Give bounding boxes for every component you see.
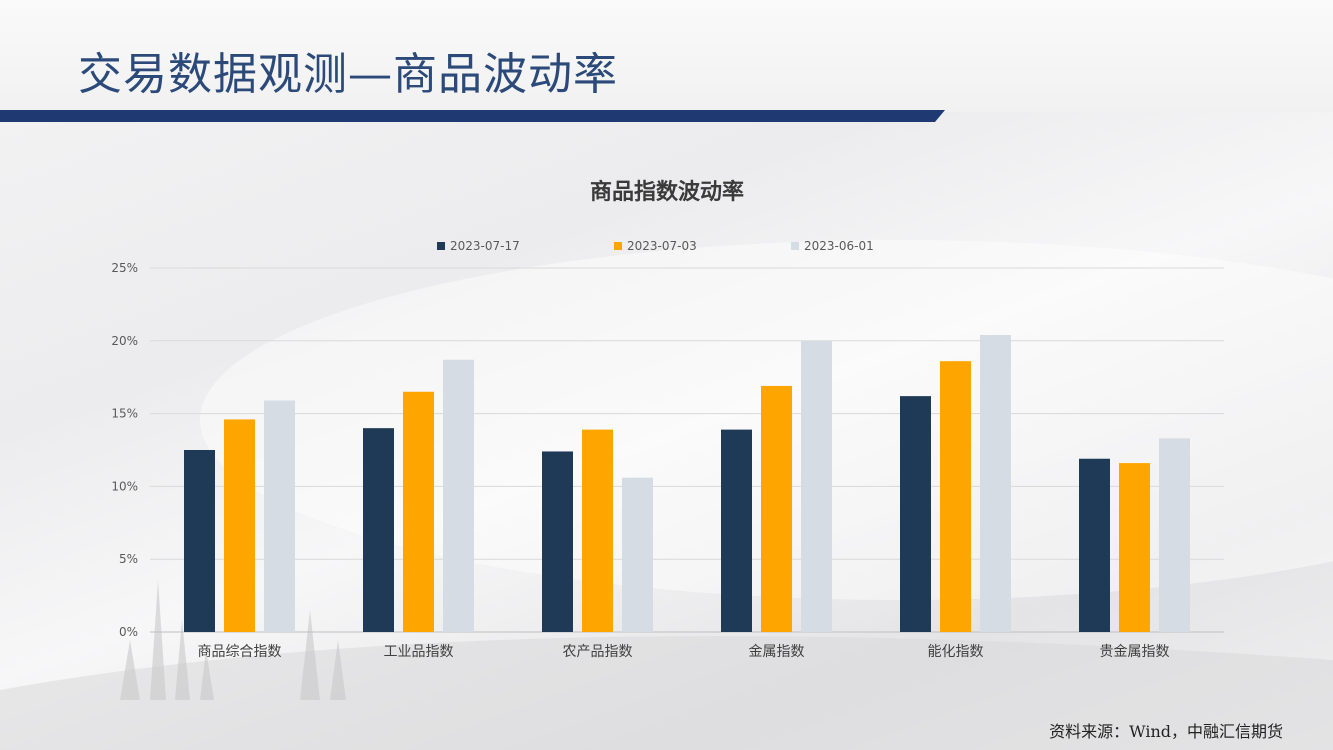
chart-title: 商品指数波动率 — [590, 179, 744, 205]
legend-label: 2023-06-01 — [804, 239, 874, 253]
bar — [1079, 458, 1110, 632]
bar — [940, 361, 971, 632]
bar — [801, 340, 832, 632]
legend: 2023-07-17 2023-07-03 2023-06-01 — [437, 239, 874, 253]
y-tick-label: 10% — [111, 479, 138, 493]
y-tick-label: 0% — [119, 625, 138, 639]
x-category-label: 贵金属指数 — [1100, 644, 1170, 660]
slide-title: 交易数据观测—商品波动率 — [78, 49, 618, 100]
y-tick-label: 20% — [111, 334, 138, 348]
bar — [721, 429, 752, 632]
source-note: 资料来源：Wind，中融汇信期货 — [1049, 722, 1283, 741]
legend-swatch — [437, 242, 445, 250]
x-category-label: 金属指数 — [749, 644, 805, 660]
gridlines — [150, 267, 1224, 633]
bar — [582, 429, 613, 632]
legend-label: 2023-07-17 — [450, 239, 520, 253]
legend-label: 2023-07-03 — [627, 239, 697, 253]
bar — [264, 400, 295, 632]
bars — [184, 334, 1190, 632]
bar — [1159, 438, 1190, 632]
bar — [980, 334, 1011, 632]
legend-swatch — [614, 242, 622, 250]
bar — [184, 450, 215, 632]
header-band — [0, 0, 1333, 112]
bar — [900, 396, 931, 632]
legend-swatch — [791, 242, 799, 250]
bar — [224, 419, 255, 632]
bar — [1119, 463, 1150, 632]
y-tick-label: 15% — [111, 407, 138, 421]
bar — [443, 359, 474, 632]
y-tick-label: 5% — [119, 552, 138, 566]
bar — [363, 428, 394, 632]
bar — [622, 477, 653, 632]
x-category-label: 商品综合指数 — [198, 644, 282, 660]
x-category-label: 农产品指数 — [563, 644, 633, 660]
bar — [542, 451, 573, 632]
title-underline-bar — [0, 110, 945, 122]
x-category-label: 能化指数 — [928, 644, 984, 660]
bar — [761, 385, 792, 632]
y-tick-label: 25% — [111, 261, 138, 275]
x-category-label: 工业品指数 — [384, 644, 454, 660]
bar — [403, 391, 434, 632]
x-axis-categories: 商品综合指数 工业品指数 农产品指数 金属指数 能化指数 贵金属指数 — [198, 644, 1170, 660]
y-axis-ticks: 0% 5% 10% 15% 20% 25% — [111, 261, 138, 639]
